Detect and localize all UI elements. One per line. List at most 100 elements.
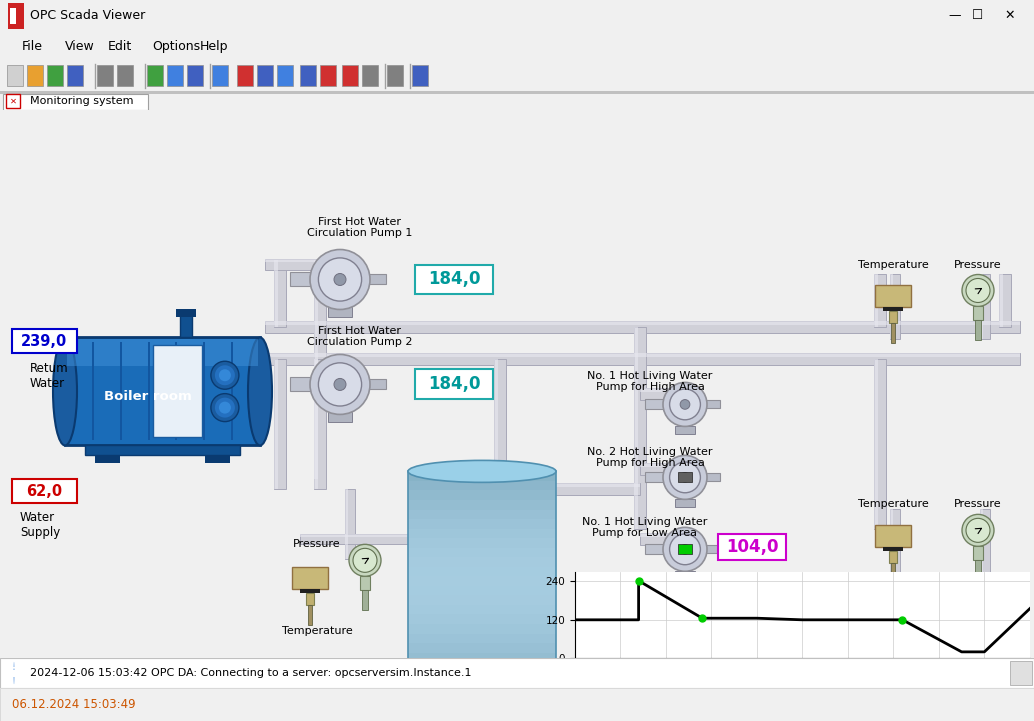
Bar bbox=[274, 360, 286, 490]
Bar bbox=[320, 65, 336, 87]
Circle shape bbox=[349, 544, 381, 576]
Bar bbox=[875, 526, 911, 547]
Bar bbox=[640, 534, 700, 545]
Bar bbox=[6, 94, 20, 107]
Bar bbox=[975, 560, 981, 580]
Bar bbox=[980, 509, 990, 575]
Bar bbox=[265, 322, 1020, 325]
Bar bbox=[675, 571, 695, 579]
Bar bbox=[415, 265, 493, 294]
Text: 184,0: 184,0 bbox=[428, 270, 480, 288]
Bar bbox=[999, 275, 1011, 327]
Bar bbox=[408, 481, 556, 491]
Bar bbox=[408, 672, 556, 682]
Bar bbox=[408, 596, 556, 606]
Bar bbox=[678, 612, 692, 622]
Bar bbox=[874, 360, 886, 529]
Bar bbox=[274, 260, 286, 327]
Circle shape bbox=[962, 275, 994, 306]
Bar bbox=[494, 360, 497, 490]
Bar bbox=[980, 275, 990, 340]
Bar bbox=[436, 689, 446, 717]
Bar bbox=[368, 379, 386, 389]
Bar bbox=[980, 509, 983, 575]
Text: Retum
Water: Retum Water bbox=[30, 363, 68, 391]
Bar bbox=[408, 510, 556, 520]
Text: Help: Help bbox=[200, 40, 229, 53]
Bar bbox=[890, 275, 893, 340]
Bar bbox=[300, 534, 410, 537]
Text: Temperature: Temperature bbox=[857, 260, 929, 270]
Bar bbox=[408, 605, 556, 615]
Bar bbox=[408, 548, 556, 558]
Bar bbox=[705, 474, 720, 482]
Bar bbox=[640, 603, 700, 615]
Bar bbox=[408, 567, 556, 577]
Text: Monitoring system: Monitoring system bbox=[30, 96, 133, 105]
Bar bbox=[265, 259, 320, 270]
Bar bbox=[328, 307, 352, 317]
Bar bbox=[415, 369, 493, 399]
Text: Boiler room: Boiler room bbox=[103, 390, 191, 403]
Text: 239,0: 239,0 bbox=[21, 334, 67, 349]
Text: i: i bbox=[12, 666, 16, 680]
Bar bbox=[890, 509, 893, 575]
Text: Water
Supply: Water Supply bbox=[20, 511, 60, 539]
Circle shape bbox=[211, 361, 239, 389]
Bar bbox=[874, 275, 886, 327]
Bar bbox=[274, 260, 277, 327]
Text: 184,0: 184,0 bbox=[428, 376, 480, 394]
Circle shape bbox=[962, 514, 994, 547]
Circle shape bbox=[334, 273, 346, 286]
Circle shape bbox=[966, 278, 990, 303]
Bar bbox=[314, 260, 326, 479]
Bar bbox=[645, 544, 665, 554]
Bar bbox=[883, 547, 903, 552]
Bar bbox=[345, 490, 348, 559]
Bar bbox=[718, 604, 786, 630]
Circle shape bbox=[670, 602, 700, 633]
Text: 06.12.2024 15:03:49: 06.12.2024 15:03:49 bbox=[12, 698, 135, 711]
Bar bbox=[883, 307, 903, 311]
Circle shape bbox=[215, 366, 235, 385]
Ellipse shape bbox=[53, 337, 77, 446]
Circle shape bbox=[663, 456, 707, 500]
Bar bbox=[180, 316, 192, 337]
Bar bbox=[148, 342, 150, 441]
Circle shape bbox=[663, 596, 707, 640]
Bar bbox=[640, 464, 700, 475]
Circle shape bbox=[680, 612, 690, 622]
Circle shape bbox=[310, 355, 370, 415]
Bar bbox=[891, 563, 895, 583]
Text: 62,0: 62,0 bbox=[26, 484, 62, 499]
Bar bbox=[95, 456, 120, 464]
Bar bbox=[973, 547, 983, 560]
Bar bbox=[645, 472, 665, 482]
Bar bbox=[306, 593, 314, 606]
Circle shape bbox=[318, 258, 362, 301]
Bar bbox=[12, 329, 77, 353]
Bar bbox=[237, 65, 253, 87]
Bar bbox=[408, 472, 556, 681]
Bar bbox=[274, 360, 277, 490]
Bar bbox=[883, 547, 903, 552]
Text: Temperature: Temperature bbox=[281, 627, 353, 637]
Text: Edit: Edit bbox=[108, 40, 132, 53]
Bar bbox=[120, 342, 122, 441]
Bar bbox=[889, 552, 898, 563]
Text: View: View bbox=[65, 40, 95, 53]
Bar bbox=[975, 320, 981, 340]
Bar bbox=[640, 464, 700, 467]
Bar bbox=[408, 490, 556, 500]
Bar bbox=[300, 589, 320, 593]
Bar bbox=[314, 260, 317, 479]
Text: ☐: ☐ bbox=[972, 9, 983, 22]
Circle shape bbox=[219, 369, 231, 381]
Bar bbox=[408, 624, 556, 634]
Bar bbox=[634, 327, 646, 529]
Bar bbox=[314, 360, 317, 490]
Bar bbox=[92, 342, 94, 441]
Bar bbox=[408, 662, 556, 672]
Bar bbox=[265, 259, 320, 262]
Text: Pressure: Pressure bbox=[294, 539, 341, 549]
